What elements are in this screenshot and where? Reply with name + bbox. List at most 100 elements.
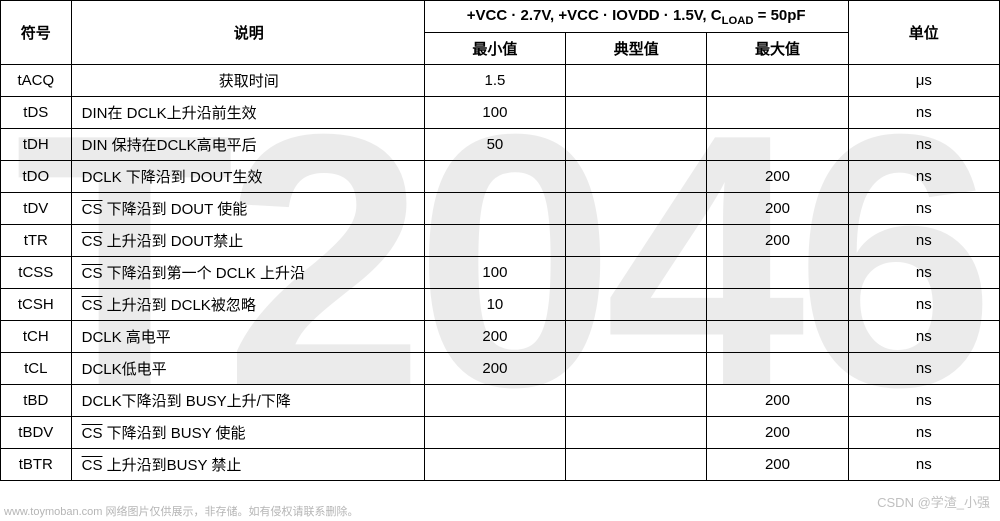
cell-description: DCLK 高电平 — [71, 321, 424, 353]
header-row-1: 符号 说明 +VCC · 2.7V, +VCC · IOVDD · 1.5V, … — [1, 1, 1000, 33]
table-row: tTRCS 上升沿到 DOUT禁止 200ns — [1, 225, 1000, 257]
cell-description: DCLK下降沿到 BUSY上升/下降 — [71, 385, 424, 417]
cell-symbol: tCL — [1, 353, 72, 385]
cell-max: 200 — [707, 417, 848, 449]
cell-typ — [566, 193, 707, 225]
table-row: tCHDCLK 高电平200 ns — [1, 321, 1000, 353]
cell-description: CS 上升沿到BUSY 禁止 — [71, 449, 424, 481]
footer-left-text: www.toymoban.com 网络图片仅供展示，非存储。如有侵权请联系删除。 — [4, 503, 358, 519]
cell-min: 200 — [424, 353, 565, 385]
header-unit: 单位 — [848, 1, 999, 65]
cell-min: 50 — [424, 129, 565, 161]
table-row: tCLDCLK低电平200 ns — [1, 353, 1000, 385]
cell-min: 200 — [424, 321, 565, 353]
cell-description: DIN在 DCLK上升沿前生效 — [71, 97, 424, 129]
cell-min — [424, 449, 565, 481]
cell-min: 1.5 — [424, 65, 565, 97]
header-conditions: +VCC · 2.7V, +VCC · IOVDD · 1.5V, CLOAD … — [424, 1, 848, 33]
cell-max — [707, 289, 848, 321]
cell-description: CS 上升沿到 DCLK被忽略 — [71, 289, 424, 321]
table-row: tDHDIN 保持在DCLK高电平后50 ns — [1, 129, 1000, 161]
cell-symbol: tDO — [1, 161, 72, 193]
cell-max — [707, 97, 848, 129]
cell-symbol: tBDV — [1, 417, 72, 449]
cell-unit: ns — [848, 193, 999, 225]
cell-description: CS 下降沿到第一个 DCLK 上升沿 — [71, 257, 424, 289]
cell-symbol: tDV — [1, 193, 72, 225]
cell-description: 获取时间 — [71, 65, 424, 97]
cell-max — [707, 129, 848, 161]
cell-unit: ns — [848, 449, 999, 481]
cell-max — [707, 257, 848, 289]
cell-typ — [566, 449, 707, 481]
table-row: tBTRCS 上升沿到BUSY 禁止 200ns — [1, 449, 1000, 481]
cell-min — [424, 417, 565, 449]
cell-typ — [566, 417, 707, 449]
cell-max — [707, 65, 848, 97]
cell-typ — [566, 65, 707, 97]
cell-min: 100 — [424, 257, 565, 289]
cell-max: 200 — [707, 161, 848, 193]
cell-unit: ns — [848, 97, 999, 129]
cell-symbol: tTR — [1, 225, 72, 257]
table-row: tCSHCS 上升沿到 DCLK被忽略10 ns — [1, 289, 1000, 321]
cell-unit: ns — [848, 321, 999, 353]
cell-typ — [566, 129, 707, 161]
header-max: 最大值 — [707, 33, 848, 65]
cell-description: CS 上升沿到 DOUT禁止 — [71, 225, 424, 257]
cell-symbol: tBD — [1, 385, 72, 417]
cell-max: 200 — [707, 385, 848, 417]
cell-typ — [566, 353, 707, 385]
header-min: 最小值 — [424, 33, 565, 65]
header-symbol: 符号 — [1, 1, 72, 65]
cell-symbol: tDH — [1, 129, 72, 161]
cell-max: 200 — [707, 225, 848, 257]
cell-symbol: tCH — [1, 321, 72, 353]
cell-min: 10 — [424, 289, 565, 321]
cell-typ — [566, 97, 707, 129]
cell-description: DCLK低电平 — [71, 353, 424, 385]
footer-right-text: CSDN @学渣_小强 — [877, 492, 990, 511]
cell-max — [707, 321, 848, 353]
cell-description: DIN 保持在DCLK高电平后 — [71, 129, 424, 161]
cell-unit: ns — [848, 257, 999, 289]
table-row: tDSDIN在 DCLK上升沿前生效100 ns — [1, 97, 1000, 129]
cell-typ — [566, 225, 707, 257]
timing-table: 符号 说明 +VCC · 2.7V, +VCC · IOVDD · 1.5V, … — [0, 0, 1000, 481]
cell-unit: ns — [848, 225, 999, 257]
cell-min — [424, 193, 565, 225]
cell-min — [424, 385, 565, 417]
cell-typ — [566, 257, 707, 289]
table-row: tDVCS 下降沿到 DOUT 使能 200ns — [1, 193, 1000, 225]
cell-unit: ns — [848, 129, 999, 161]
cell-typ — [566, 289, 707, 321]
cell-symbol: tDS — [1, 97, 72, 129]
table-body: tACQ获取时间1.5μstDSDIN在 DCLK上升沿前生效100nstDHD… — [1, 65, 1000, 481]
table-row: tACQ获取时间1.5μs — [1, 65, 1000, 97]
table-container: 符号 说明 +VCC · 2.7V, +VCC · IOVDD · 1.5V, … — [0, 0, 1000, 481]
table-row: tDODCLK 下降沿到 DOUT生效 200ns — [1, 161, 1000, 193]
cell-symbol: tCSH — [1, 289, 72, 321]
header-description: 说明 — [71, 1, 424, 65]
cell-unit: ns — [848, 161, 999, 193]
cell-unit: ns — [848, 417, 999, 449]
table-row: tBDVCS 下降沿到 BUSY 使能 200ns — [1, 417, 1000, 449]
cell-typ — [566, 161, 707, 193]
cell-max: 200 — [707, 193, 848, 225]
cell-description: DCLK 下降沿到 DOUT生效 — [71, 161, 424, 193]
cell-unit: ns — [848, 289, 999, 321]
cell-max: 200 — [707, 449, 848, 481]
cell-unit: ns — [848, 385, 999, 417]
cell-description: CS 下降沿到 DOUT 使能 — [71, 193, 424, 225]
cell-min — [424, 161, 565, 193]
cell-symbol: tACQ — [1, 65, 72, 97]
cell-min: 100 — [424, 97, 565, 129]
cell-max — [707, 353, 848, 385]
header-typ: 典型值 — [566, 33, 707, 65]
cell-symbol: tCSS — [1, 257, 72, 289]
cell-min — [424, 225, 565, 257]
cell-description: CS 下降沿到 BUSY 使能 — [71, 417, 424, 449]
table-row: tCSSCS 下降沿到第一个 DCLK 上升沿100 ns — [1, 257, 1000, 289]
cell-symbol: tBTR — [1, 449, 72, 481]
cell-unit: ns — [848, 353, 999, 385]
